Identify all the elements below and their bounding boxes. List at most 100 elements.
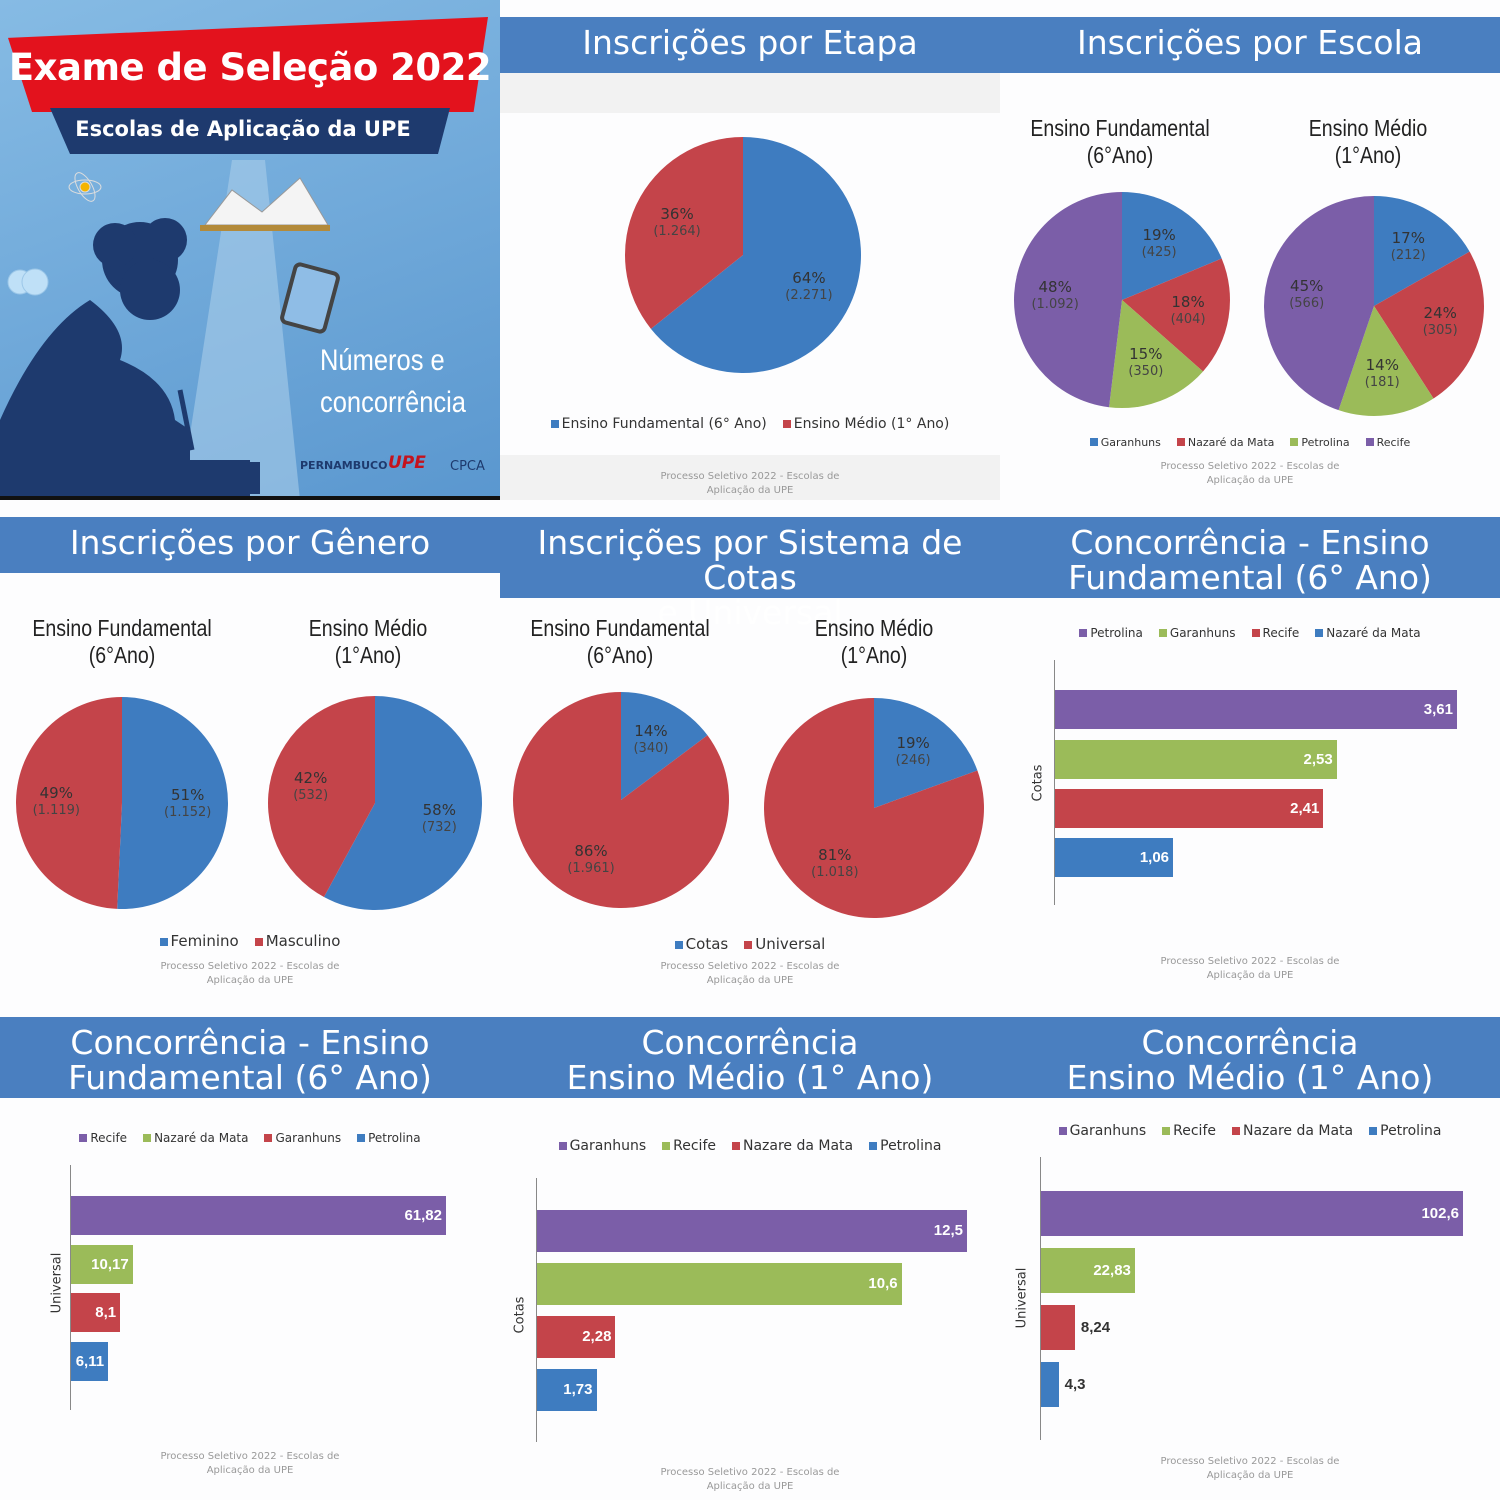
chart-legend: Recife Nazaré da Mata Garanhuns Petrolina: [0, 1131, 500, 1145]
pie-slice-feminino: [117, 697, 228, 909]
chart-panel-3: Inscrições por Gênero Feminino Masculino En…: [0, 500, 500, 1000]
panel-title: Concorrência Ensino Médio (1° Ano): [1000, 1017, 1500, 1098]
slice-count: (1.961): [567, 860, 615, 876]
bar-value-label: 2,28: [582, 1328, 612, 1345]
chart-panel-7: Concorrência Ensino Médio (1° Ano) Garanhu…: [500, 1000, 1000, 1500]
legend-item: Recife: [1162, 1123, 1216, 1139]
cover-subtitle: Escolas de Aplicação da UPE: [75, 117, 411, 141]
slice-percent: 36%: [660, 205, 694, 224]
pie-subtitle: Ensino Fundamental (6°Ano): [29, 615, 216, 669]
legend-swatch: [1365, 438, 1374, 446]
panel-title-line: Inscrições por Gênero: [69, 523, 431, 562]
y-axis-line: [70, 1165, 71, 1410]
slice-percent: 81%: [818, 845, 852, 864]
legend-label: Universal: [755, 935, 826, 953]
panel-title-line: Fundamental (6° Ano): [1068, 558, 1432, 597]
pie-subtitle-line: (6°Ano): [88, 642, 156, 668]
cover-panel: Exame de Seleção 2022 Escolas de Aplicaç…: [0, 0, 500, 500]
pie-subtitle-line: (6°Ano): [1086, 142, 1154, 168]
pie-subtitle-line: (1°Ano): [840, 642, 908, 668]
pie-subtitle-line: Ensino Médio: [1308, 115, 1428, 141]
gray-band: [500, 73, 1000, 113]
legend-swatch: [744, 941, 753, 949]
chart-panel-8: Concorrência Ensino Médio (1° Ano) Garanhu…: [1000, 1000, 1500, 1500]
legend-item: Nazaré da Mata: [1315, 626, 1421, 640]
legend-swatch: [731, 1142, 740, 1150]
footer-line-1: Processo Seletivo 2022 - Escolas de: [160, 1451, 340, 1462]
legend-label: Nazaré da Mata: [1326, 626, 1421, 640]
legend-item: Garanhuns: [1158, 626, 1236, 640]
slice-percent: 14%: [1365, 355, 1399, 374]
legend-label: Ensino Médio (1° Ano): [793, 416, 950, 432]
legend-swatch: [357, 1134, 366, 1142]
bar-recife: 2,41: [1055, 789, 1324, 828]
legend-label: Nazaré da Mata: [154, 1131, 249, 1145]
legend-label: Recife: [1262, 626, 1300, 640]
pie-subtitle-line: (1°Ano): [1334, 142, 1402, 168]
slice-percent: 19%: [896, 734, 930, 753]
slice-count: (1.119): [32, 802, 80, 818]
slice-percent: 42%: [294, 768, 328, 787]
slice-percent: 18%: [1171, 292, 1205, 311]
legend-swatch: [1162, 1127, 1171, 1135]
logo-upe: UPE: [388, 453, 426, 473]
tagline-line-2: concorrência: [320, 386, 467, 419]
pie-slice-garanhuns: [1374, 196, 1470, 306]
slice-count: (1.152): [164, 805, 212, 821]
bar-petrolina: 1,73: [537, 1369, 597, 1411]
slice-label: 64% (2.271): [785, 269, 832, 305]
slice-percent: 51%: [171, 786, 205, 805]
pie-subtitle-line: (6°Ano): [586, 642, 654, 668]
panel-title-line: Concorrência: [641, 1023, 859, 1062]
bar-garanhuns: 102,6: [1041, 1191, 1463, 1236]
bar-garanhuns: 2,53: [1055, 740, 1337, 779]
legend-label: Masculino: [265, 932, 341, 950]
bar-value-label: 2,53: [1303, 751, 1333, 768]
pie-slice-petrolina: [1109, 300, 1203, 408]
slice-percent: 86%: [574, 841, 608, 860]
pie-slice-nazar-da-mata: [1374, 251, 1484, 399]
legend-item: Garanhuns: [558, 1138, 646, 1154]
legend-swatch: [264, 1134, 273, 1142]
bar-nazare-da-mata: 2,28: [537, 1316, 616, 1358]
pie-subtitle-line: Ensino Médio: [308, 615, 428, 641]
pie-subtitle-line: Ensino Fundamental: [1030, 115, 1210, 141]
panel-title-line: Inscrições por Escola: [1076, 23, 1423, 62]
slice-count: (532): [293, 787, 329, 803]
legend-label: Petrolina: [368, 1131, 421, 1145]
slice-label: 19% (246): [896, 734, 931, 770]
legend-item: Recife: [662, 1138, 716, 1154]
y-axis-line: [1054, 660, 1055, 905]
slice-count: (246): [895, 753, 931, 769]
legend-label: Recife: [1376, 436, 1411, 449]
pie-subtitle-line: Ensino Fundamental: [32, 615, 212, 641]
slice-percent: 49%: [39, 783, 73, 802]
footer-note: Processo Seletivo 2022 - Escolas de Aplic…: [500, 470, 1000, 498]
footer-line-2: Aplicação da UPE: [206, 975, 294, 986]
pie-slice-masculino: [268, 696, 375, 898]
legend-item: Masculino: [254, 932, 341, 950]
panel-title-line: e Universal: [657, 593, 843, 632]
slice-percent: 64%: [792, 268, 826, 287]
y-axis-label: Universal: [1014, 1267, 1030, 1329]
bar-value-label: 12,5: [933, 1222, 963, 1239]
legend-label: Petrolina: [1380, 1123, 1442, 1139]
chart-panel-1: Inscrições por Etapa Ensino Fundamental (…: [500, 0, 1000, 500]
slice-count: (340): [633, 741, 669, 757]
bar-nazar-da-mata: 1,06: [1055, 838, 1174, 877]
slice-count: (305): [1422, 323, 1458, 339]
y-axis-label: Universal: [49, 1252, 65, 1314]
chart-panel-6: Concorrência - Ensino Fundamental (6° Ano…: [0, 1000, 500, 1500]
pie-slice-recife: [1264, 196, 1374, 411]
slice-percent: 24%: [1423, 304, 1457, 323]
bar-value-label: 3,61: [1423, 701, 1453, 718]
legend-item: Recife: [79, 1131, 127, 1145]
legend-label: Petrolina: [880, 1138, 942, 1154]
chart-panel-4: Inscrições por Sistema de Cotas e Univers…: [500, 500, 1000, 1000]
chart-legend: Cotas Universal: [500, 935, 1000, 953]
legend-item: Ensino Médio (1° Ano): [782, 416, 950, 432]
legend-swatch: [869, 1142, 878, 1150]
footer-line-2: Aplicação da UPE: [706, 975, 794, 986]
legend-label: Garanhuns: [1169, 626, 1236, 640]
slice-label: 14% (340): [633, 722, 668, 758]
